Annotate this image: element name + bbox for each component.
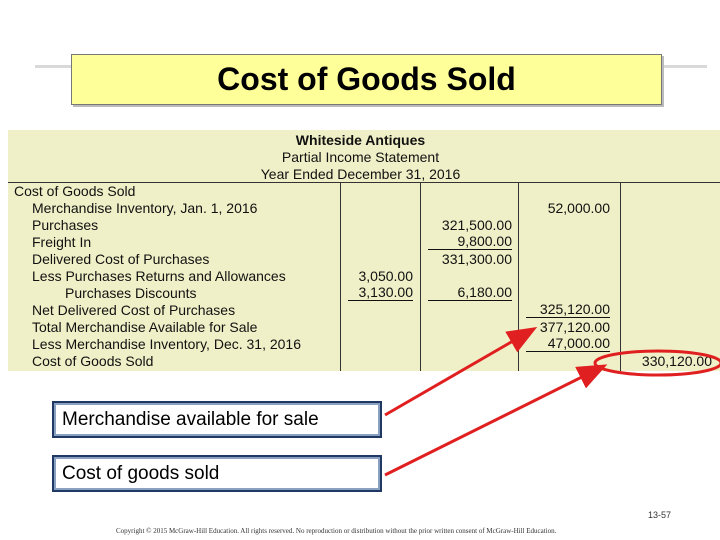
row-label: Delivered Cost of Purchases <box>32 251 210 267</box>
amount-cell: 330,120.00 <box>641 353 712 369</box>
amount-cell: 325,120.00 <box>526 302 610 318</box>
arrow-merch-available <box>384 326 538 417</box>
callout-text: Cost of goods sold <box>62 462 220 484</box>
report-period: Year Ended December 31, 2016 <box>260 166 461 182</box>
amount-cell: 3,130.00 <box>348 285 413 301</box>
table-row: Purchases Discounts 3,130.00 6,180.00 <box>8 285 720 302</box>
copyright-notice: Copyright © 2015 McGraw-Hill Education. … <box>116 527 557 535</box>
row-label: Freight In <box>32 234 92 250</box>
slide-title: Cost of Goods Sold <box>71 54 662 105</box>
amount-cell: 3,050.00 <box>358 268 414 284</box>
callout-cogs: Cost of goods sold <box>52 455 382 492</box>
amount-cell: 9,800.00 <box>428 234 512 250</box>
table-row: Merchandise Inventory, Jan. 1, 2016 52,0… <box>8 200 720 217</box>
table-row: Less Merchandise Inventory, Dec. 31, 201… <box>8 336 720 353</box>
income-statement-table: Whiteside Antiques Partial Income Statem… <box>8 130 720 371</box>
report-name: Partial Income Statement <box>281 149 440 165</box>
table-row: Freight In 9,800.00 <box>8 234 720 251</box>
amount-cell: 321,500.00 <box>441 217 512 233</box>
callout-merch-available: Merchandise available for sale <box>52 401 382 438</box>
company-name: Whiteside Antiques <box>295 132 426 148</box>
table-row: Purchases 321,500.00 <box>8 217 720 234</box>
row-label: Cost of Goods Sold <box>32 353 154 369</box>
amount-cell: 6,180.00 <box>428 285 512 301</box>
column-divider <box>420 182 421 371</box>
table-row: Net Delivered Cost of Purchases 325,120.… <box>8 302 720 319</box>
title-rule-right <box>662 65 707 68</box>
arrow-cogs <box>384 364 608 477</box>
column-divider <box>340 182 341 371</box>
table-row: Cost of Goods Sold <box>8 183 720 200</box>
column-divider <box>620 182 621 371</box>
row-label: Net Delivered Cost of Purchases <box>32 302 236 318</box>
amount-cell: 331,300.00 <box>441 251 512 267</box>
amount-cell: 47,000.00 <box>526 336 610 352</box>
header-divider <box>8 182 720 183</box>
row-label: Merchandise Inventory, Jan. 1, 2016 <box>32 200 258 216</box>
title-rule-left <box>35 65 71 68</box>
callout-text: Merchandise available for sale <box>62 408 319 430</box>
table-row: Less Purchases Returns and Allowances 3,… <box>8 268 720 285</box>
row-label: Less Merchandise Inventory, Dec. 31, 201… <box>32 336 302 352</box>
row-label: Cost of Goods Sold <box>14 183 136 199</box>
row-label: Purchases <box>32 217 99 233</box>
table-row: Cost of Goods Sold 330,120.00 <box>8 353 720 370</box>
amount-cell: 52,000.00 <box>547 200 610 216</box>
slide-number: 13-57 <box>648 510 672 520</box>
row-label: Total Merchandise Available for Sale <box>32 319 258 335</box>
table-row: Delivered Cost of Purchases 331,300.00 <box>8 251 720 268</box>
highlight-ellipse <box>593 349 720 377</box>
amount-cell: 377,120.00 <box>539 319 610 335</box>
row-label: Less Purchases Returns and Allowances <box>32 268 286 284</box>
table-row: Total Merchandise Available for Sale 377… <box>8 319 720 336</box>
row-label: Purchases Discounts <box>65 285 197 301</box>
column-divider <box>518 182 519 371</box>
